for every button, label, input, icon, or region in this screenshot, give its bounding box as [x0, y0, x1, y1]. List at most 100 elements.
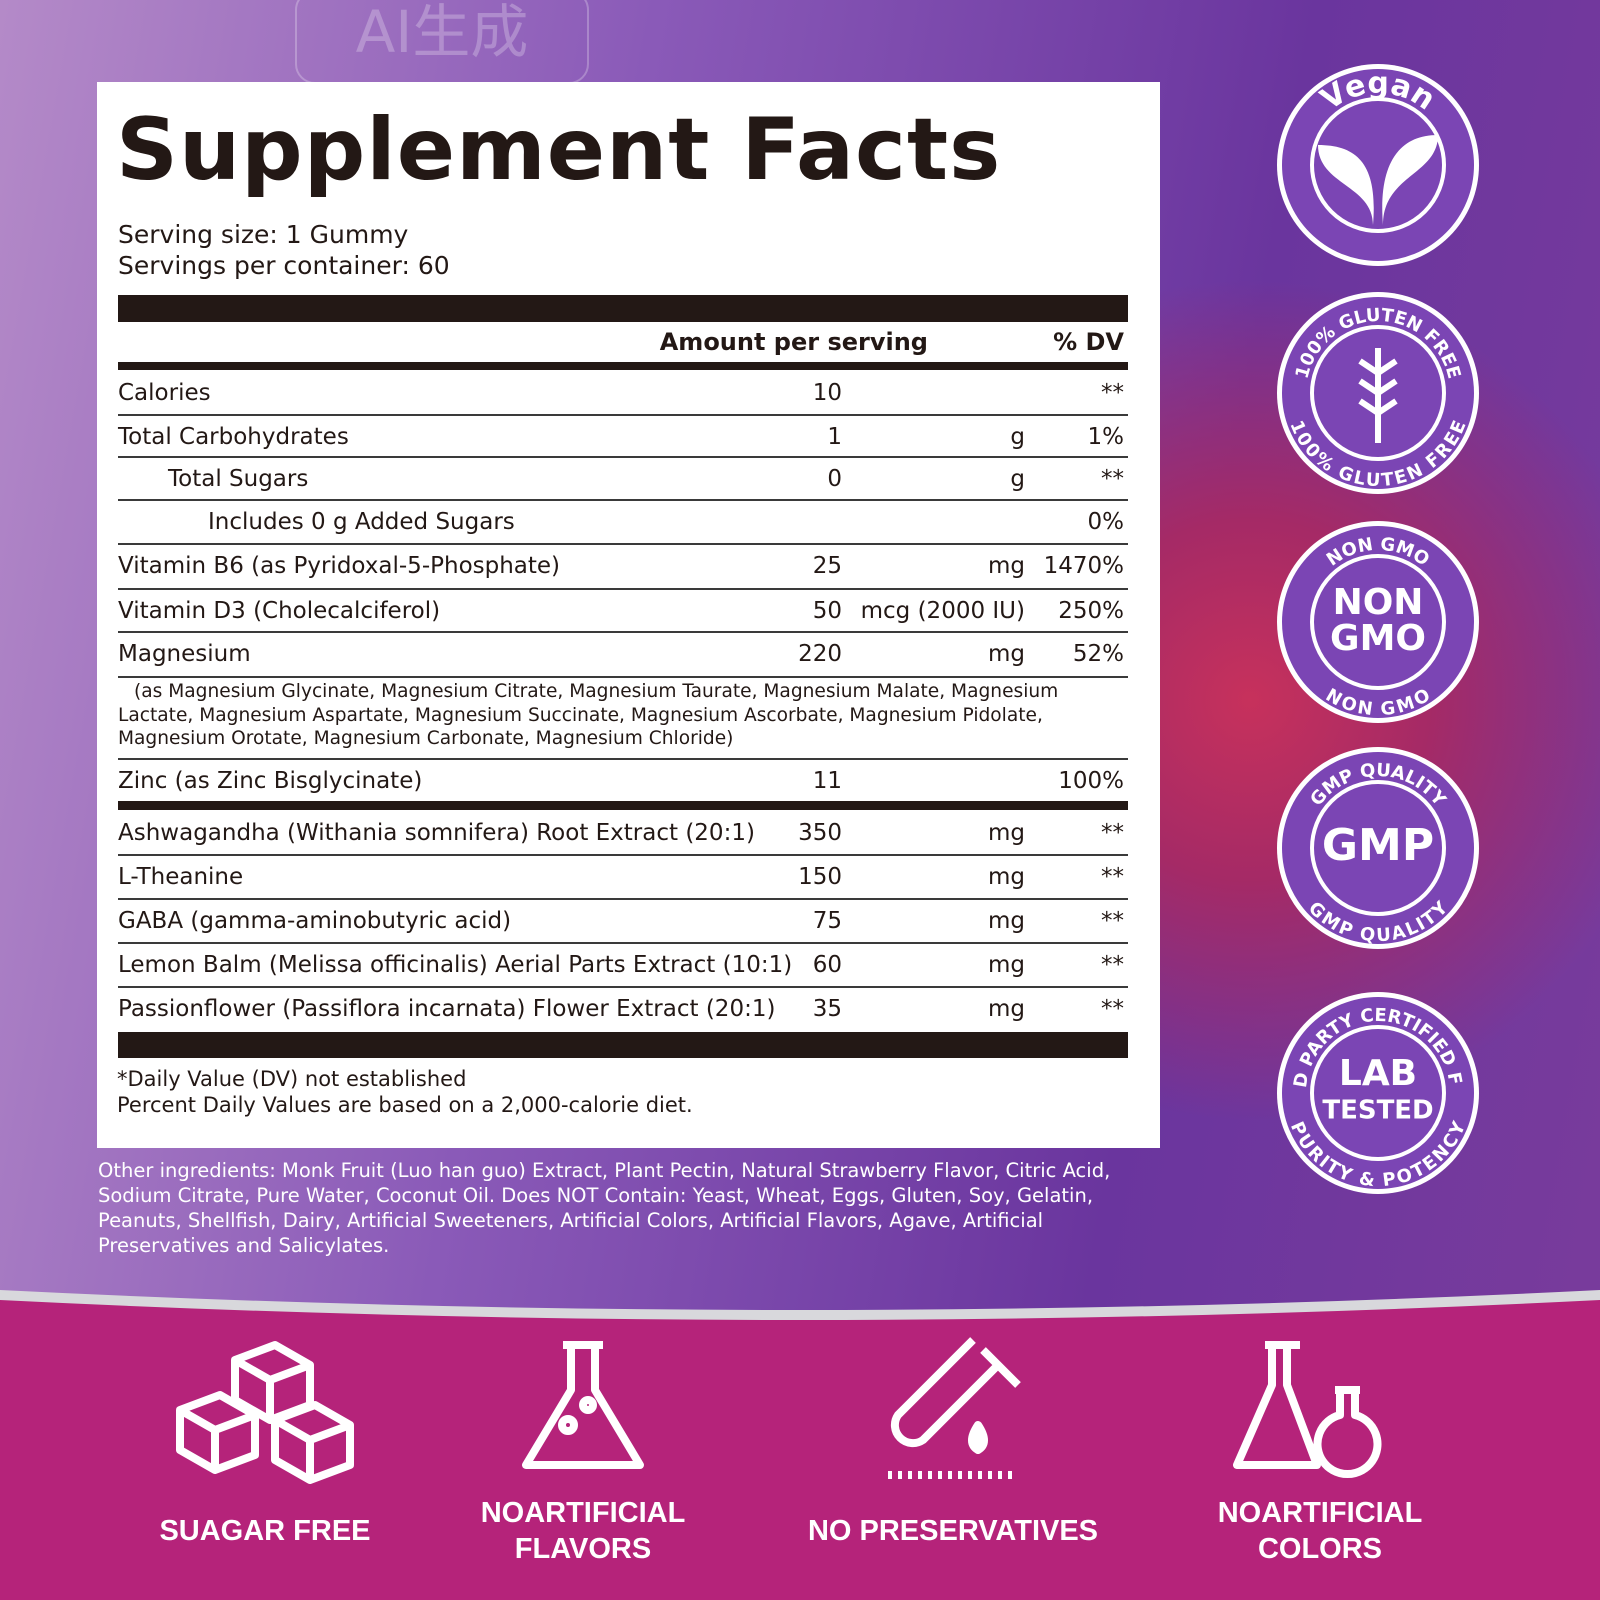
badge-inner: [1310, 554, 1446, 690]
rule: [118, 801, 1128, 810]
row-name: Passionflower (Passiflora incarnata) Flo…: [118, 996, 776, 1022]
badge-center: GMO: [1330, 618, 1426, 659]
badge-center: LAB: [1339, 1053, 1417, 1094]
badge: Vegan: [1277, 64, 1479, 266]
rule: [118, 456, 1128, 458]
row-name: Vitamin D3 (Cholecalciferol): [118, 598, 441, 624]
thick-rule: [118, 1032, 1128, 1058]
title: Supplement Facts: [116, 100, 1002, 200]
icon-labware: [1233, 1341, 1382, 1479]
row-name: GABA (gamma-aminobutyric acid): [118, 908, 512, 934]
row-name: Magnesium: [118, 641, 251, 667]
rule: [118, 676, 1128, 678]
row-dv: **: [1101, 380, 1124, 406]
badge-center: NON: [1333, 582, 1424, 623]
row-dv: **: [1101, 864, 1124, 890]
rule: [118, 543, 1128, 545]
servings-per-container: Servings per container: 60: [118, 251, 450, 280]
row-amount: 1: [827, 424, 842, 450]
row-dv: **: [1101, 820, 1124, 846]
footnote: Percent Daily Values are based on a 2,00…: [117, 1093, 693, 1117]
rule: [118, 942, 1128, 944]
row-dv: **: [1101, 466, 1124, 492]
row-name: Vitamin B6 (as Pyridoxal-5-Phosphate): [118, 553, 561, 579]
row-amount: 25: [812, 553, 842, 579]
row-unit: mg: [987, 553, 1025, 579]
rule: [118, 499, 1128, 501]
row-dv: 0%: [1087, 509, 1125, 535]
badge-inner: [1310, 780, 1446, 916]
badge-center: GMP: [1322, 820, 1434, 871]
rule: [118, 588, 1128, 590]
badge-inner: [1310, 325, 1446, 461]
icon-flask: [522, 1341, 644, 1469]
row-name: Lemon Balm (Melissa officinalis) Aerial …: [118, 952, 793, 978]
icon-tube: [888, 1337, 1021, 1479]
serving-size: Serving size: 1 Gummy: [118, 220, 409, 249]
row-amount: 75: [812, 908, 842, 934]
row-note: (as Magnesium Glycinate, Magnesium Citra…: [118, 681, 1059, 749]
facts-panel: [97, 82, 1160, 1148]
row-unit: mg: [987, 996, 1025, 1022]
wheat-icon: [1358, 348, 1398, 443]
rule: [118, 854, 1128, 856]
feature-label: NOARTIFICIAL: [480, 1497, 686, 1529]
badge-inner: [1310, 1025, 1446, 1161]
row-amount: 60: [812, 952, 842, 978]
row-name: Total Sugars: [168, 466, 309, 492]
row-unit: mg: [987, 952, 1025, 978]
row-dv: **: [1101, 996, 1124, 1022]
rule: [118, 362, 1128, 370]
row-dv: 1470%: [1043, 553, 1124, 579]
badge-inner: [1310, 97, 1446, 233]
col-dv: % DV: [1053, 328, 1124, 356]
feature-band: [0, 1300, 1600, 1600]
feature-label: NO PRESERVATIVES: [807, 1515, 1099, 1547]
rule: [118, 898, 1128, 900]
row-unit: g: [1010, 466, 1025, 492]
row-amount: 0: [827, 466, 842, 492]
rule: [118, 414, 1128, 416]
row-unit: g: [1010, 424, 1025, 450]
badge: 3RD PARTY CERTIFIED FORPURITY & POTENCYL…: [1277, 992, 1479, 1194]
other-ingredients: Other ingredients: Monk Fruit (Luo han g…: [98, 1159, 1111, 1257]
feature-label: FLAVORS: [514, 1533, 652, 1565]
row-name: Total Carbohydrates: [118, 424, 349, 450]
rule: [118, 631, 1128, 633]
row-unit: mg: [987, 864, 1025, 890]
row-amount: 10: [812, 380, 842, 406]
icon-cubes: [176, 1341, 354, 1484]
feature-label: COLORS: [1257, 1533, 1383, 1565]
row-amount: 350: [798, 820, 842, 846]
row-unit: mcg (2000 IU): [860, 598, 1025, 624]
row-dv: 250%: [1058, 598, 1124, 624]
row-dv: **: [1101, 952, 1124, 978]
row-unit: mg: [987, 908, 1025, 934]
row-name: Includes 0 g Added Sugars: [208, 509, 515, 535]
row-amount: 220: [798, 641, 842, 667]
row-dv: 100%: [1058, 768, 1124, 794]
rule: [118, 758, 1128, 760]
badge-center: TESTED: [1322, 1096, 1433, 1126]
row-unit: mg: [987, 820, 1025, 846]
feature-label: SUAGAR FREE: [159, 1515, 371, 1547]
row-amount: 50: [812, 598, 842, 624]
feature-icons: [176, 1337, 1382, 1484]
leaf-icon: [1318, 135, 1438, 225]
feature-label: NOARTIFICIAL: [1217, 1497, 1423, 1529]
row-dv: 52%: [1072, 641, 1124, 667]
row-amount: 35: [812, 996, 842, 1022]
row-dv: 1%: [1087, 424, 1125, 450]
row-name: Calories: [118, 380, 211, 406]
col-amount: Amount per serving: [659, 328, 928, 356]
row-name: Ashwagandha (Withania somnifera) Root Ex…: [118, 820, 755, 846]
row-amount: 150: [798, 864, 842, 890]
rule: [118, 986, 1128, 988]
row-amount: 11: [812, 768, 842, 794]
thick-rule: [118, 295, 1128, 322]
